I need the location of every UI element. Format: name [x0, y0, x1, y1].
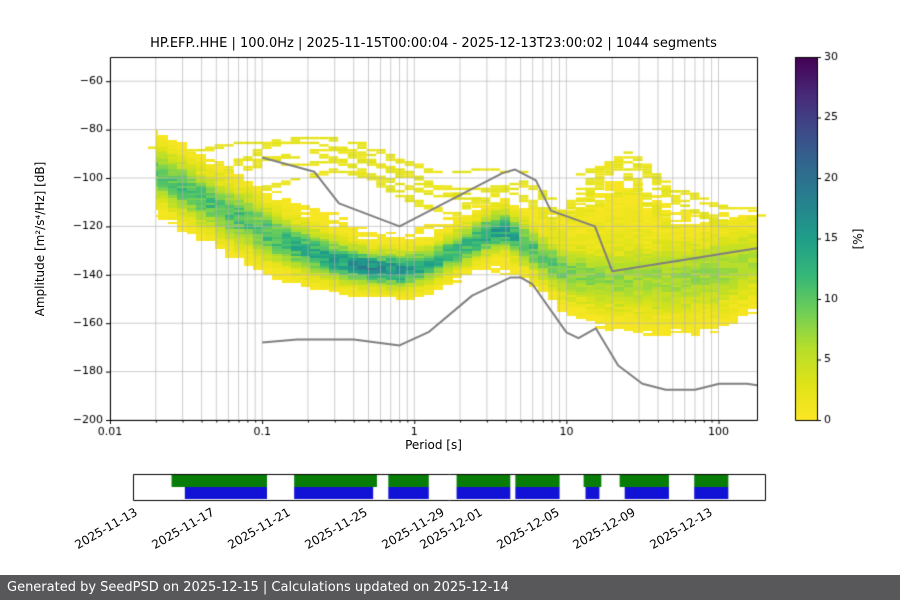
- x-axis-label: Period [s]: [405, 438, 462, 452]
- colorbar-label: [%]: [851, 228, 865, 250]
- footer-bar: Generated by SeedPSD on 2025-12-15 | Cal…: [0, 575, 900, 600]
- ppsd-chart-canvas: [0, 0, 900, 575]
- y-axis-label: Amplitude [m²/s⁴/Hz] [dB]: [33, 161, 47, 317]
- chart-title: HP.EFP..HHE | 100.0Hz | 2025-11-15T00:00…: [150, 36, 717, 51]
- footer-text: Generated by SeedPSD on 2025-12-15 | Cal…: [7, 580, 509, 595]
